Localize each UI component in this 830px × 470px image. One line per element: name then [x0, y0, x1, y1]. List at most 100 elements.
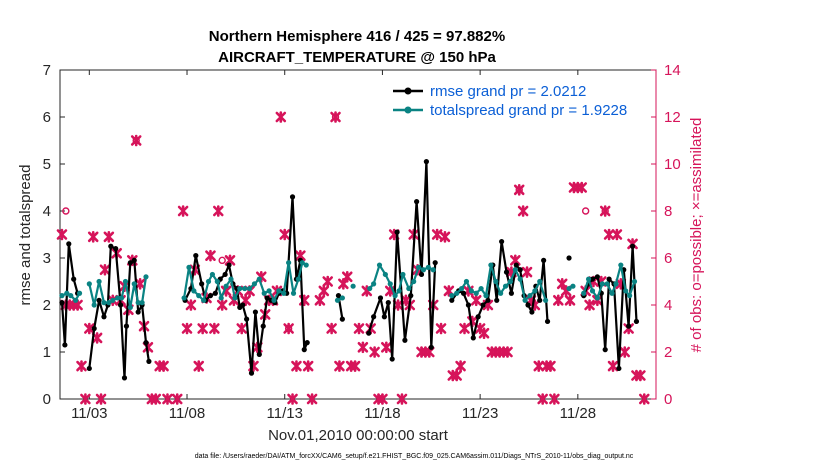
obs-assimilated-marker [185, 299, 197, 311]
totalspread-point [425, 264, 431, 270]
rmse-line [88, 245, 150, 379]
rmse-point [408, 293, 414, 299]
rmse-point [394, 229, 400, 235]
rmse-point [449, 297, 455, 303]
rmse-point [301, 347, 307, 353]
obs-assimilated-marker [322, 275, 334, 288]
totalspread-point [599, 281, 605, 287]
y2-tick-label: 12 [664, 109, 681, 126]
totalspread-point [101, 300, 107, 306]
totalspread-point [488, 262, 494, 268]
totalspread-point [181, 295, 187, 301]
rmse-point [423, 159, 429, 165]
rmse-point [513, 262, 519, 268]
rmse-point [131, 257, 137, 263]
totalspread-point [201, 297, 207, 303]
obs-assimilated-marker [158, 360, 169, 372]
rmse-point [633, 318, 640, 325]
obs-assimilated-marker [287, 393, 298, 405]
rmse-point [629, 243, 636, 249]
totalspread-point [468, 288, 474, 294]
x-tick-label: 11/08 [169, 405, 205, 422]
rmse-point [207, 293, 214, 299]
legend-spread-label: totalspread grand pr = 1.9228 [430, 102, 627, 119]
totalspread-point [532, 288, 538, 294]
totalspread-point [507, 278, 514, 285]
totalspread-point [73, 297, 79, 303]
y2-tick-label: 10 [664, 156, 681, 173]
legend-spread-marker [404, 106, 412, 114]
rmse-point [525, 302, 531, 308]
obs-possible-marker [581, 207, 590, 215]
obs-assimilated-marker [279, 228, 291, 241]
y-tick-label: 6 [43, 109, 51, 126]
rmse-point [289, 194, 296, 200]
x-tick-label: 11/23 [462, 405, 498, 422]
y-tick-label: 7 [43, 62, 51, 79]
y-tick-label: 1 [43, 344, 51, 361]
obs-assimilated-marker [197, 322, 208, 335]
rmse-point [499, 238, 505, 245]
obs-assimilated-marker [334, 360, 345, 372]
totalspread-point [566, 285, 572, 292]
rmse-point [418, 271, 425, 278]
totalspread-point [290, 290, 297, 296]
obs-assimilated-marker [326, 322, 337, 335]
legend: rmse grand pr = 2.0212 totalspread grand… [387, 76, 651, 122]
totalspread-point [223, 283, 229, 289]
obs-assimilated-marker [171, 393, 183, 405]
obs-assimilated-marker [291, 360, 302, 372]
obs-assimilated-marker [439, 231, 451, 243]
totalspread-point [251, 281, 258, 287]
rmse-point [143, 340, 149, 346]
totalspread-point [498, 290, 504, 296]
rmse-line [450, 240, 549, 339]
totalspread-point [261, 290, 267, 296]
obs-assimilated-marker [80, 393, 91, 405]
obs-assimilated-marker [369, 346, 380, 358]
obs-assimilated-marker [603, 228, 615, 241]
obs-assimilated-marker [549, 393, 560, 405]
rmse-point [199, 281, 205, 287]
rmse-point [244, 316, 250, 322]
obs-assimilated-marker [212, 205, 224, 217]
x-tick-label: 11/03 [71, 405, 107, 422]
obs-assimilated-marker [209, 322, 220, 335]
totalspread-point [376, 262, 383, 268]
y-tick-label: 2 [43, 297, 51, 314]
totalspread-point [339, 295, 345, 301]
totalspread-point [631, 278, 638, 285]
totalspread-point [122, 278, 129, 285]
obs-assimilated-marker [353, 322, 365, 335]
totalspread-point [91, 302, 97, 308]
obs-assimilated-marker [236, 322, 248, 335]
y-axis-right: 0 2 4 6 8 10 12 14 [651, 62, 681, 408]
totalspread-point [463, 278, 470, 285]
totalspread-point [478, 285, 484, 292]
totalspread-point [143, 274, 149, 280]
totalspread-point [186, 264, 192, 270]
totalspread-point [473, 290, 479, 296]
obs-assimilated-marker [533, 360, 545, 372]
y2-tick-label: 14 [664, 62, 681, 79]
totalspread-point [392, 293, 398, 299]
rmse-point [146, 358, 152, 364]
data-file-footnote: data file: /Users/raeder/DAI/ATM_forcXX/… [195, 453, 634, 460]
totalspread-point [196, 293, 202, 299]
obs-assimilated-marker [521, 266, 533, 278]
obs-assimilated-marker [381, 341, 392, 354]
obs-assimilated-marker [478, 327, 490, 340]
legend-rmse-label: rmse grand pr = 2.0212 [430, 83, 586, 100]
obs-assimilated-marker [150, 393, 162, 405]
rmse-point [264, 295, 270, 301]
totalspread-point [527, 293, 533, 299]
rmse-point [606, 276, 612, 282]
totalspread-point [266, 288, 272, 294]
y-tick-label: 5 [43, 156, 51, 173]
totalspread-point [483, 293, 489, 299]
x-axis: 11/03 11/08 11/13 11/18 11/23 11/28 [71, 70, 596, 422]
totalspread-point [218, 295, 224, 301]
obs-assimilated-marker [177, 205, 189, 217]
rmse-point [248, 370, 255, 376]
